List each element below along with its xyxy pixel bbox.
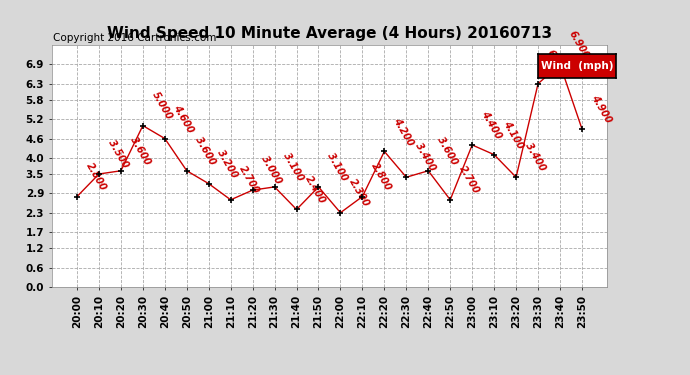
Point — [555, 62, 566, 68]
Point — [72, 194, 83, 200]
Point — [137, 123, 148, 129]
Point — [159, 135, 170, 141]
Text: 4.200: 4.200 — [391, 116, 415, 147]
Point — [335, 210, 346, 216]
Text: 6.900: 6.900 — [567, 28, 591, 60]
Text: 3.600: 3.600 — [128, 135, 152, 166]
Point — [269, 184, 280, 190]
Text: 3.100: 3.100 — [326, 151, 349, 183]
Point — [401, 174, 412, 180]
Point — [225, 197, 236, 203]
Point — [445, 197, 456, 203]
Point — [313, 184, 324, 190]
Text: 2.300: 2.300 — [347, 177, 371, 209]
Point — [379, 148, 390, 154]
Point — [204, 181, 215, 187]
Text: 4.600: 4.600 — [172, 103, 196, 134]
Text: 2.800: 2.800 — [369, 161, 393, 192]
Text: 4.400: 4.400 — [479, 109, 503, 141]
Text: Copyright 2016 Cartronics.com: Copyright 2016 Cartronics.com — [53, 33, 216, 43]
Text: 3.600: 3.600 — [194, 135, 218, 166]
Text: Wind  (mph): Wind (mph) — [541, 61, 613, 71]
Point — [247, 187, 258, 193]
Text: 3.400: 3.400 — [413, 141, 437, 173]
Text: 4.900: 4.900 — [589, 93, 613, 124]
Text: 3.500: 3.500 — [106, 138, 130, 170]
Text: 3.000: 3.000 — [259, 154, 284, 186]
Text: 6.300: 6.300 — [545, 48, 569, 80]
Point — [533, 81, 544, 87]
Point — [115, 168, 126, 174]
Point — [466, 142, 477, 148]
Title: Wind Speed 10 Minute Average (4 Hours) 20160713: Wind Speed 10 Minute Average (4 Hours) 2… — [107, 26, 552, 41]
Text: 2.800: 2.800 — [84, 161, 108, 192]
Point — [93, 171, 104, 177]
Point — [181, 168, 193, 174]
Text: 2.700: 2.700 — [457, 164, 481, 196]
Point — [291, 207, 302, 213]
Text: 3.600: 3.600 — [435, 135, 460, 166]
Text: 4.100: 4.100 — [501, 119, 525, 150]
Point — [489, 152, 500, 157]
Point — [511, 174, 522, 180]
Text: 3.100: 3.100 — [282, 151, 306, 183]
Text: 2.700: 2.700 — [237, 164, 262, 196]
Text: 2.400: 2.400 — [304, 174, 328, 205]
Point — [576, 126, 587, 132]
Point — [423, 168, 434, 174]
Point — [357, 194, 368, 200]
Text: 3.200: 3.200 — [216, 148, 239, 180]
Text: 3.400: 3.400 — [523, 141, 547, 173]
Text: 5.000: 5.000 — [150, 90, 174, 122]
